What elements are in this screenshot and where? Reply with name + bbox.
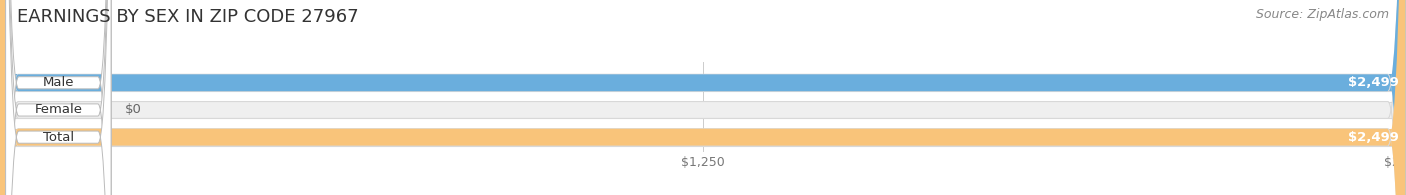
Text: $0: $0 (125, 104, 142, 116)
Text: Source: ZipAtlas.com: Source: ZipAtlas.com (1256, 8, 1389, 21)
FancyBboxPatch shape (6, 0, 111, 195)
Text: Male: Male (42, 76, 75, 89)
Bar (0, 102, 1406, 118)
Text: EARNINGS BY SEX IN ZIP CODE 27967: EARNINGS BY SEX IN ZIP CODE 27967 (17, 8, 359, 26)
Bar (0, 74, 1406, 91)
Bar (0, 129, 1406, 146)
Bar (0, 74, 1406, 91)
FancyBboxPatch shape (6, 0, 111, 195)
Text: $2,499: $2,499 (1347, 76, 1399, 89)
Bar (0, 129, 1406, 146)
Text: Female: Female (34, 104, 83, 116)
Text: $2,499: $2,499 (1347, 131, 1399, 144)
Text: Total: Total (42, 131, 75, 144)
FancyBboxPatch shape (6, 0, 111, 195)
